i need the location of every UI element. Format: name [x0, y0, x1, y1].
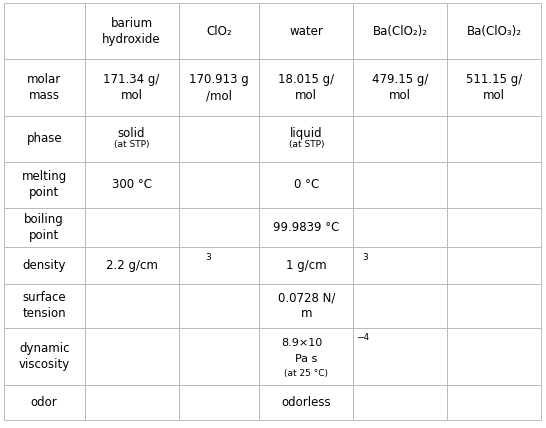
- Bar: [259, 162, 353, 208]
- Bar: [85, 59, 179, 116]
- Bar: [4, 208, 85, 247]
- Bar: [85, 328, 179, 385]
- Bar: [179, 284, 259, 328]
- Text: 3: 3: [205, 253, 211, 262]
- Text: Pa s: Pa s: [295, 354, 317, 364]
- Bar: [353, 328, 447, 385]
- Bar: [179, 385, 259, 420]
- Text: 2.2 g/cm: 2.2 g/cm: [105, 259, 158, 272]
- Bar: [353, 162, 447, 208]
- Bar: [4, 59, 85, 116]
- Text: phase: phase: [26, 132, 62, 146]
- Text: solid: solid: [118, 127, 145, 140]
- Text: density: density: [22, 259, 66, 272]
- Bar: [85, 247, 179, 284]
- Bar: [4, 116, 85, 162]
- Bar: [179, 116, 259, 162]
- Bar: [85, 3, 179, 59]
- Bar: [259, 116, 353, 162]
- Text: −4: −4: [357, 333, 370, 342]
- Text: 1 g/cm: 1 g/cm: [286, 259, 327, 272]
- Text: 171.34 g/
mol: 171.34 g/ mol: [103, 73, 160, 102]
- Bar: [353, 385, 447, 420]
- Text: 300 °C: 300 °C: [111, 178, 152, 191]
- Text: water: water: [289, 25, 323, 38]
- Text: molar
mass: molar mass: [27, 73, 61, 102]
- Text: 0 °C: 0 °C: [294, 178, 319, 191]
- Bar: [259, 247, 353, 284]
- Bar: [4, 162, 85, 208]
- Bar: [179, 247, 259, 284]
- Text: (at STP): (at STP): [288, 140, 324, 149]
- Text: 8.9×10: 8.9×10: [281, 338, 323, 348]
- Text: Ba(ClO₃)₂: Ba(ClO₃)₂: [467, 25, 521, 38]
- Bar: [353, 3, 447, 59]
- Text: odorless: odorless: [282, 396, 331, 409]
- Bar: [353, 59, 447, 116]
- Text: (at 25 °C): (at 25 °C): [284, 369, 328, 378]
- Bar: [259, 328, 353, 385]
- Bar: [447, 385, 541, 420]
- Text: 511.15 g/
mol: 511.15 g/ mol: [466, 73, 523, 102]
- Bar: [353, 284, 447, 328]
- Text: dynamic
viscosity: dynamic viscosity: [19, 342, 70, 371]
- Text: surface
tension: surface tension: [22, 291, 66, 320]
- Bar: [259, 3, 353, 59]
- Bar: [259, 59, 353, 116]
- Bar: [4, 284, 85, 328]
- Text: 0.0728 N/
m: 0.0728 N/ m: [277, 291, 335, 320]
- Text: liquid: liquid: [290, 127, 323, 140]
- Bar: [447, 116, 541, 162]
- Bar: [179, 3, 259, 59]
- Bar: [4, 247, 85, 284]
- Text: Ba(ClO₂)₂: Ba(ClO₂)₂: [373, 25, 428, 38]
- Bar: [447, 3, 541, 59]
- Bar: [353, 208, 447, 247]
- Bar: [447, 284, 541, 328]
- Bar: [4, 3, 85, 59]
- Bar: [353, 247, 447, 284]
- Bar: [447, 208, 541, 247]
- Bar: [4, 328, 85, 385]
- Bar: [447, 162, 541, 208]
- Text: ClO₂: ClO₂: [206, 25, 232, 38]
- Text: odor: odor: [31, 396, 57, 409]
- Bar: [85, 284, 179, 328]
- Bar: [179, 208, 259, 247]
- Bar: [179, 328, 259, 385]
- Text: boiling
point: boiling point: [25, 213, 64, 242]
- Bar: [85, 208, 179, 247]
- Bar: [259, 208, 353, 247]
- Bar: [447, 328, 541, 385]
- Text: 3: 3: [362, 253, 367, 262]
- Bar: [179, 59, 259, 116]
- Text: barium
hydroxide: barium hydroxide: [102, 17, 161, 46]
- Bar: [179, 162, 259, 208]
- Bar: [259, 284, 353, 328]
- Text: (at STP): (at STP): [114, 140, 150, 149]
- Bar: [4, 385, 85, 420]
- Bar: [447, 59, 541, 116]
- Bar: [85, 385, 179, 420]
- Text: 99.9839 °C: 99.9839 °C: [273, 221, 340, 234]
- Text: 170.913 g
/mol: 170.913 g /mol: [189, 73, 249, 102]
- Bar: [447, 247, 541, 284]
- Bar: [85, 162, 179, 208]
- Bar: [85, 116, 179, 162]
- Bar: [259, 385, 353, 420]
- Text: melting
point: melting point: [22, 170, 67, 199]
- Text: 479.15 g/
mol: 479.15 g/ mol: [372, 73, 429, 102]
- Text: 18.015 g/
mol: 18.015 g/ mol: [278, 73, 334, 102]
- Bar: [353, 116, 447, 162]
